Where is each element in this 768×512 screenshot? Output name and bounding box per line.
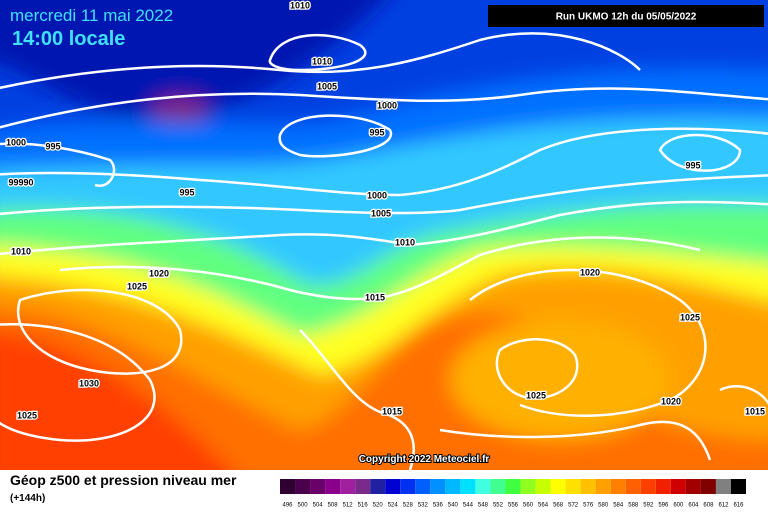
scale-label: 500 (298, 503, 309, 509)
scale-swatch (520, 479, 536, 494)
scale-label: 520 (373, 503, 384, 509)
scale-swatch (400, 479, 416, 494)
isobar-label: 1025 (17, 410, 37, 420)
isobars (0, 32, 768, 470)
scale-swatch (715, 479, 731, 494)
scale-swatch (640, 479, 656, 494)
scale-label: 508 (328, 503, 339, 509)
scale-swatch (580, 479, 596, 494)
isobar-label: 1025 (526, 390, 546, 400)
isobar-label: 1015 (365, 292, 385, 302)
scale-swatch (295, 479, 311, 494)
isobar-label: 1025 (127, 281, 147, 291)
scale-swatch (550, 479, 566, 494)
scale-label: 580 (598, 503, 609, 509)
scale-label: 528 (403, 503, 414, 509)
forecast-time: 14:00 locale (12, 28, 125, 50)
isobar-labels: 1010 1010 1005 1000 995 1000 995 99990 995 1000 10… (5, 0, 767, 422)
scale-swatch (445, 479, 461, 494)
copyright: Copyright 2022 Meteociel.fr (359, 454, 490, 465)
scale-label: 496 (283, 503, 294, 509)
scale-label: 544 (463, 503, 474, 509)
scale-swatch (595, 479, 611, 494)
map-title: Géop z500 et pression niveau mer (10, 472, 237, 488)
isobar-label: 1020 (580, 267, 600, 277)
run-box (488, 5, 764, 27)
scale-label: 516 (358, 503, 369, 509)
scale-swatch (685, 479, 701, 494)
isobar-label: 1010 (11, 246, 31, 256)
scale-label: 552 (493, 503, 504, 509)
scale-swatch (340, 479, 356, 494)
isobar-label: 1000 (367, 190, 387, 200)
isobar-label: 1015 (745, 406, 765, 416)
isobar-label: 1010 (290, 0, 310, 10)
scale-label: 524 (388, 503, 399, 509)
isobar-label: 1010 (395, 237, 415, 247)
isobar-label: 995 (179, 187, 194, 197)
scale-swatch (475, 479, 491, 494)
lead-time: (+144h) (10, 493, 45, 504)
scale-swatch (385, 479, 401, 494)
scale-label: 604 (688, 503, 699, 509)
isobar-label: 995 (45, 141, 60, 151)
scale-swatch (700, 479, 716, 494)
scale-swatch (355, 479, 371, 494)
scale-label: 600 (673, 503, 684, 509)
scale-label: 512 (343, 503, 354, 509)
scale-swatch (310, 479, 326, 494)
isobar-label: 1000 (377, 100, 397, 110)
isobar-label: 995 (685, 160, 700, 170)
run-info: Run UKMO 12h du 05/05/2022 (556, 12, 697, 23)
scale-label: 564 (538, 503, 549, 509)
scale-label: 576 (583, 503, 594, 509)
scale-swatch (460, 479, 476, 494)
scale-label: 532 (418, 503, 429, 509)
scale-swatch (325, 479, 341, 494)
scale-label: 536 (433, 503, 444, 509)
scale-label: 608 (703, 503, 714, 509)
scale-label: 560 (523, 503, 534, 509)
scale-label: 588 (628, 503, 639, 509)
scale-swatch (670, 479, 686, 494)
scale-label: 568 (553, 503, 564, 509)
scale-label: 548 (478, 503, 489, 509)
isobar-label: 1020 (661, 396, 681, 406)
scale-swatch (415, 479, 431, 494)
scale-swatch (490, 479, 506, 494)
isobar-label: 99990 (8, 177, 33, 187)
scale-swatch (730, 479, 746, 494)
geopotential-field (0, 0, 768, 470)
isobar-label: 995 (369, 127, 384, 137)
scale-swatch (505, 479, 521, 494)
scale-label: 572 (568, 503, 579, 509)
scale-swatch (655, 479, 671, 494)
scale-swatch (370, 479, 386, 494)
isobar-label: 1010 (312, 56, 332, 66)
scale-label: 584 (613, 503, 624, 509)
color-scale: 496 500 504 508 512 516 520 524 528 532 536 540 544 5… (280, 479, 746, 509)
scale-swatch (430, 479, 446, 494)
isobar-label: 1030 (79, 378, 99, 388)
scale-swatch (625, 479, 641, 494)
scale-label: 556 (508, 503, 519, 509)
scale-swatch (610, 479, 626, 494)
scale-swatch (280, 479, 296, 494)
scale-label: 540 (448, 503, 459, 509)
scale-label: 592 (643, 503, 654, 509)
isobar-label: 1005 (371, 208, 391, 218)
isobar-label: 1005 (317, 81, 337, 91)
scale-label: 612 (718, 503, 729, 509)
scale-label: 504 (313, 503, 324, 509)
scale-label: 616 (733, 503, 744, 509)
forecast-date: mercredi 11 mai 2022 (10, 6, 173, 25)
isobar-label: 1000 (6, 137, 26, 147)
scale-swatch (565, 479, 581, 494)
isobar-label: 1025 (680, 312, 700, 322)
scale-swatch (535, 479, 551, 494)
isobar-label: 1020 (149, 268, 169, 278)
scale-label: 596 (658, 503, 669, 509)
isobar-label: 1015 (382, 406, 402, 416)
